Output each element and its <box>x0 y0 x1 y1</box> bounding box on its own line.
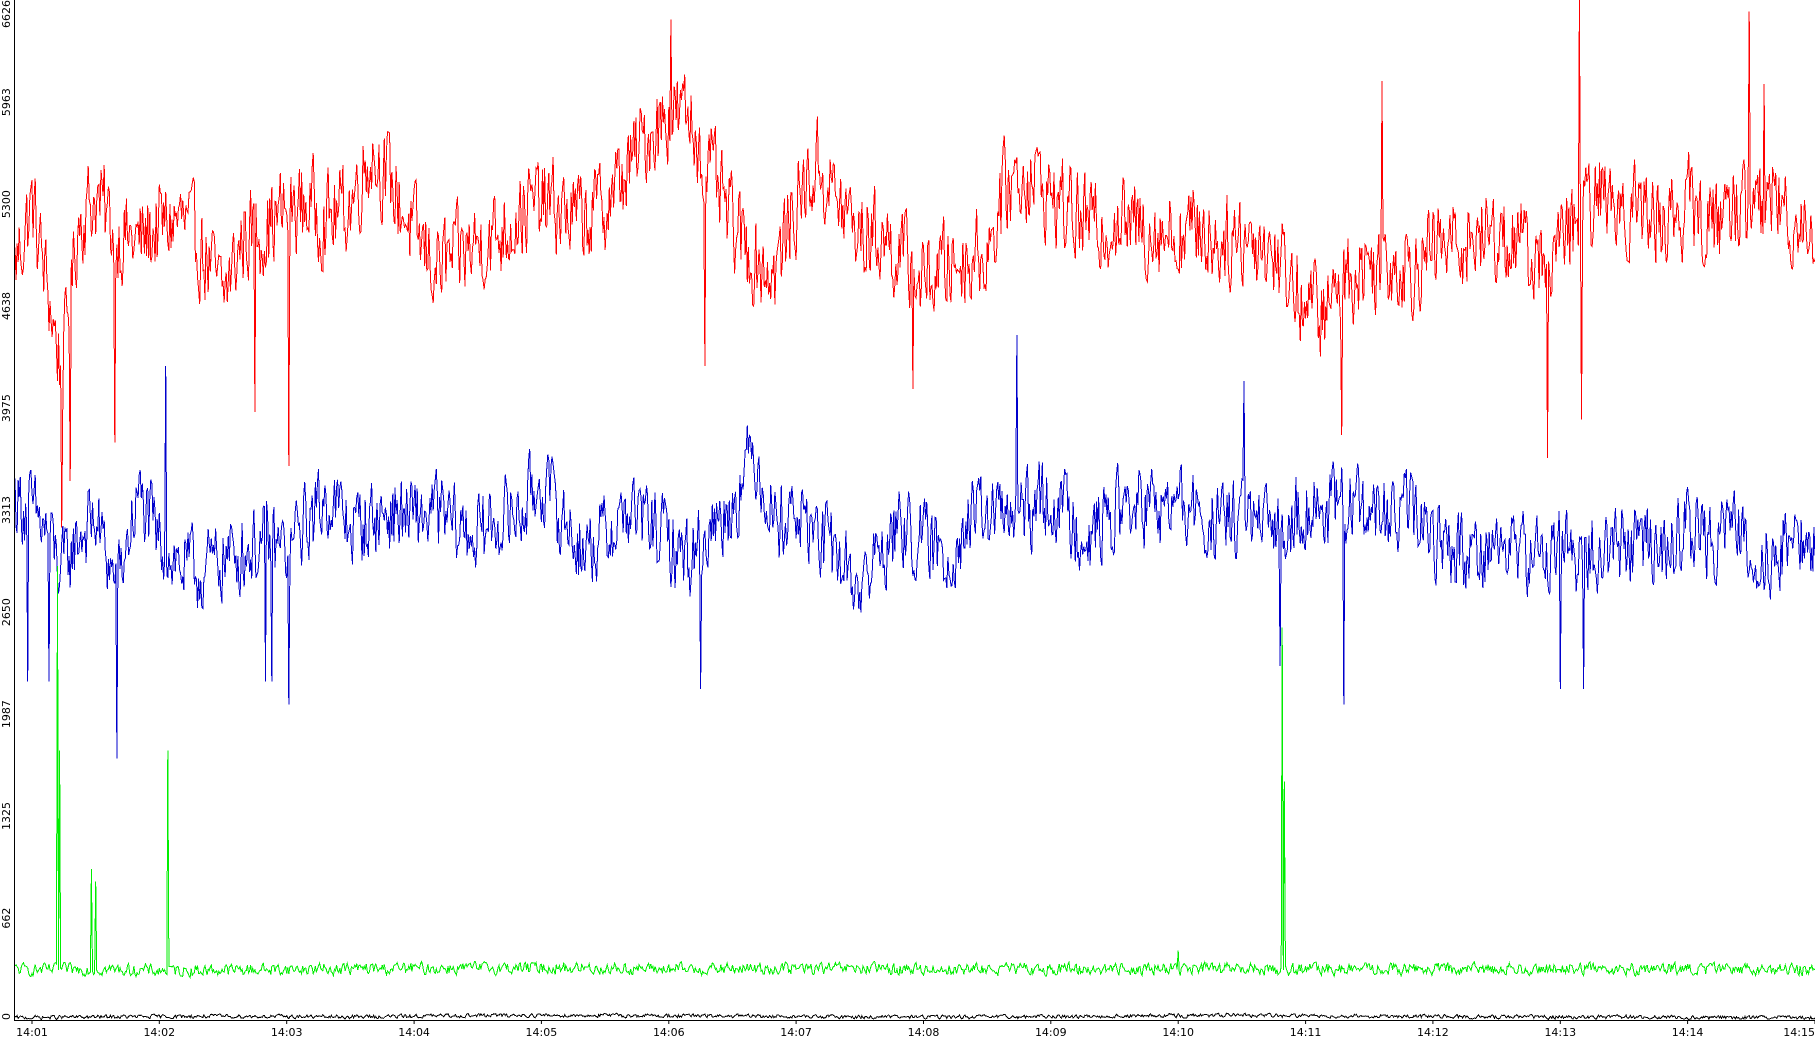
y-tick-label: 4638 <box>0 292 13 320</box>
x-tick-label: 14:07 <box>780 1026 812 1039</box>
x-tick-label: 14:05 <box>526 1026 558 1039</box>
y-tick-label: 3313 <box>0 496 13 524</box>
x-tick-label: 14:08 <box>908 1026 940 1039</box>
y-tick-label: 2650 <box>0 598 13 626</box>
y-tick-labels: 0 662 1325 1987 2650 3313 3975 4638 5300 5963 6626 <box>0 0 13 1020</box>
y-tick-label: 3975 <box>0 394 13 422</box>
series-line-2 <box>14 334 1815 759</box>
x-tick-label: 14:15 <box>1783 1026 1815 1039</box>
y-tick-label: 1325 <box>0 802 13 830</box>
x-tick-label: 14:01 <box>16 1026 48 1039</box>
x-tick-label: 14:09 <box>1035 1026 1067 1039</box>
x-tick-label: 14:13 <box>1544 1026 1576 1039</box>
series-line-3 <box>14 565 1815 980</box>
x-tick-label: 14:14 <box>1672 1026 1704 1039</box>
y-tick-label: 5300 <box>0 190 13 218</box>
x-tick-labels: 14:01 14:02 14:03 14:04 14:05 14:06 14:07 14:08… <box>16 1020 1815 1039</box>
x-tick-label: 14:03 <box>271 1026 303 1039</box>
x-tick-label: 14:02 <box>143 1026 175 1039</box>
series-line-1 <box>14 0 1815 528</box>
y-tick-label: 5963 <box>0 88 13 116</box>
x-tick-label: 14:10 <box>1162 1026 1194 1039</box>
x-tick-label: 14:04 <box>398 1026 430 1039</box>
x-tick-label: 14:12 <box>1417 1026 1449 1039</box>
series-line-4 <box>14 1012 1815 1021</box>
y-tick-label: 662 <box>0 908 13 929</box>
y-tick-label: 1987 <box>0 700 13 728</box>
axis-layer <box>14 0 1815 1021</box>
x-tick-label: 14:06 <box>653 1026 685 1039</box>
series-layer <box>14 0 1815 1021</box>
y-tick-label: 6626 <box>0 0 13 28</box>
x-tick-label: 14:11 <box>1290 1026 1322 1039</box>
y-tick-label: 0 <box>0 1013 13 1020</box>
